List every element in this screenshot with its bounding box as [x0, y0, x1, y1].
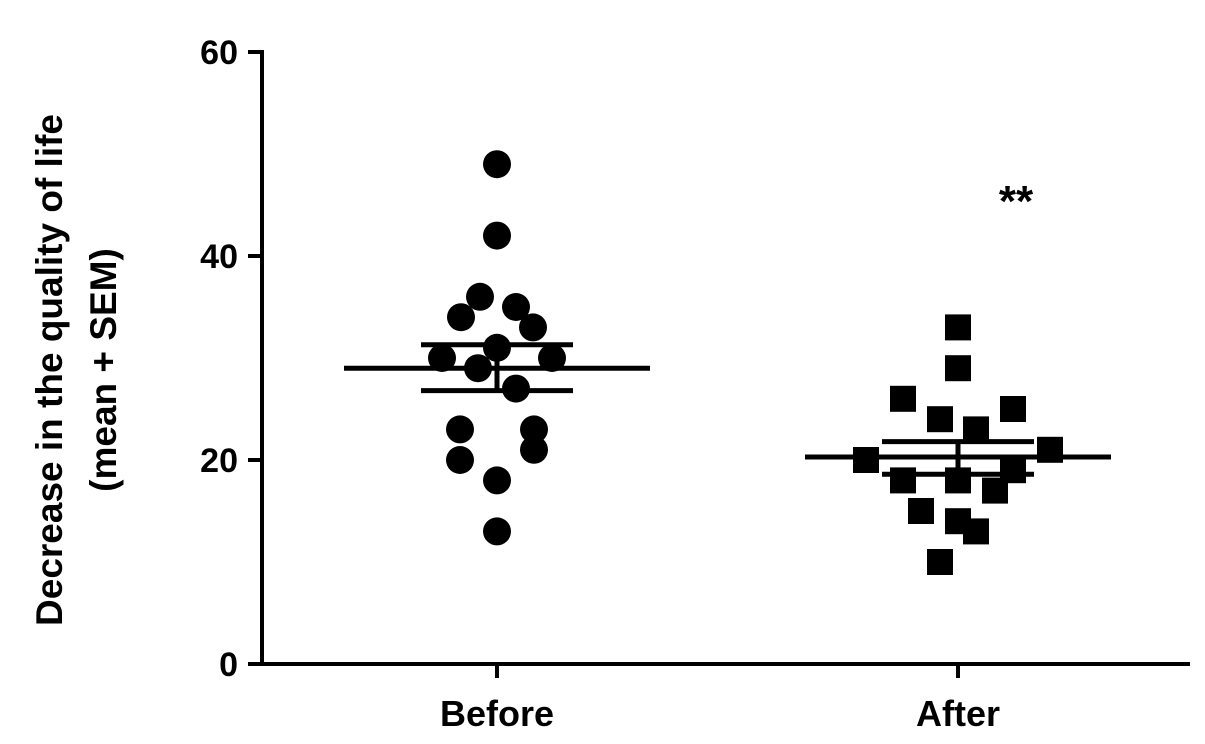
data-point-circle — [538, 344, 566, 372]
data-point-circle — [520, 435, 548, 464]
data-point-square — [945, 314, 971, 341]
data-point-square — [890, 467, 916, 494]
x-category-label: After — [916, 693, 1000, 734]
data-point-circle — [447, 303, 475, 332]
data-point-square — [853, 447, 879, 473]
y-tick-label: 60 — [200, 34, 238, 72]
data-point-circle — [519, 313, 547, 342]
data-point-circle — [520, 415, 548, 444]
data-point-square — [890, 385, 916, 412]
data-point-square — [908, 498, 934, 524]
y-tick-label: 40 — [200, 238, 238, 276]
data-point-circle — [483, 517, 511, 546]
data-point-square — [963, 416, 989, 443]
data-point-circle — [483, 221, 511, 250]
data-point-circle — [446, 446, 474, 474]
significance-annotation: ** — [999, 177, 1034, 226]
data-point-circle — [446, 415, 474, 444]
y-axis-label-line1: Decrease in the quality of life — [29, 114, 70, 626]
data-point-square — [963, 518, 989, 545]
data-points — [428, 150, 1063, 575]
x-category-label: Before — [440, 693, 554, 734]
y-tick-label: 0 — [219, 646, 238, 684]
y-axis-label-line2: (mean + SEM) — [83, 248, 124, 492]
data-point-circle — [483, 466, 511, 495]
data-point-circle — [502, 293, 530, 321]
data-point-circle — [428, 344, 456, 372]
data-point-square — [927, 406, 953, 433]
data-point-square — [927, 549, 953, 575]
data-point-square — [945, 355, 971, 382]
summary-lines — [344, 342, 1111, 477]
x-ticks: Before After — [440, 664, 1000, 734]
data-point-circle — [483, 150, 511, 179]
data-point-circle — [466, 282, 494, 311]
y-tick-label: 20 — [200, 442, 238, 480]
y-ticks: 0 20 40 60 — [200, 34, 262, 684]
data-point-square — [982, 477, 1008, 504]
data-point-square — [1000, 396, 1026, 422]
